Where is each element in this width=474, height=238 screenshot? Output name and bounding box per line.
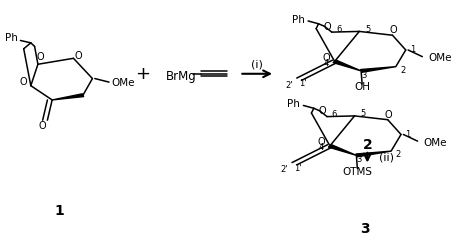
Polygon shape — [52, 94, 84, 100]
Text: Ph: Ph — [292, 15, 305, 25]
Text: 1: 1 — [410, 45, 416, 55]
Text: 1': 1' — [294, 164, 302, 173]
Text: BrMg: BrMg — [166, 70, 197, 83]
Polygon shape — [356, 151, 391, 157]
Text: O: O — [323, 22, 331, 32]
Text: O: O — [318, 137, 325, 147]
Text: 3: 3 — [361, 71, 366, 80]
Text: 5: 5 — [360, 109, 366, 118]
Text: O: O — [39, 121, 46, 131]
Text: Ph: Ph — [287, 99, 301, 109]
Polygon shape — [328, 145, 356, 155]
Text: O: O — [385, 110, 392, 120]
Text: Ph: Ph — [5, 33, 18, 43]
Text: (i): (i) — [251, 60, 263, 70]
Text: 1: 1 — [405, 130, 411, 139]
Text: O: O — [322, 53, 330, 63]
Text: 6: 6 — [336, 25, 342, 34]
Text: 3: 3 — [356, 155, 362, 164]
Text: 4: 4 — [323, 59, 329, 68]
Text: (ii): (ii) — [379, 153, 394, 163]
Text: +: + — [135, 65, 150, 83]
Text: O: O — [390, 25, 397, 35]
Text: 6: 6 — [331, 110, 337, 119]
Text: 1: 1 — [55, 204, 64, 218]
Text: 2: 2 — [395, 150, 401, 159]
Text: 5: 5 — [365, 25, 371, 34]
Text: 2: 2 — [400, 66, 406, 75]
Text: 3: 3 — [360, 222, 370, 236]
Text: OMe: OMe — [424, 138, 447, 148]
Polygon shape — [333, 60, 361, 71]
Text: O: O — [20, 77, 27, 87]
Text: 4: 4 — [319, 143, 324, 152]
Text: OMe: OMe — [428, 53, 452, 63]
Text: O: O — [36, 52, 44, 62]
Text: 2: 2 — [363, 138, 372, 152]
Text: 1': 1' — [299, 79, 307, 88]
Text: O: O — [74, 51, 82, 61]
Text: OMe: OMe — [111, 78, 135, 88]
Text: 2': 2' — [285, 81, 292, 90]
Polygon shape — [361, 67, 396, 72]
Text: 2': 2' — [280, 165, 288, 174]
Text: OH: OH — [354, 82, 370, 92]
Text: O: O — [319, 106, 326, 116]
Text: OTMS: OTMS — [342, 167, 373, 177]
